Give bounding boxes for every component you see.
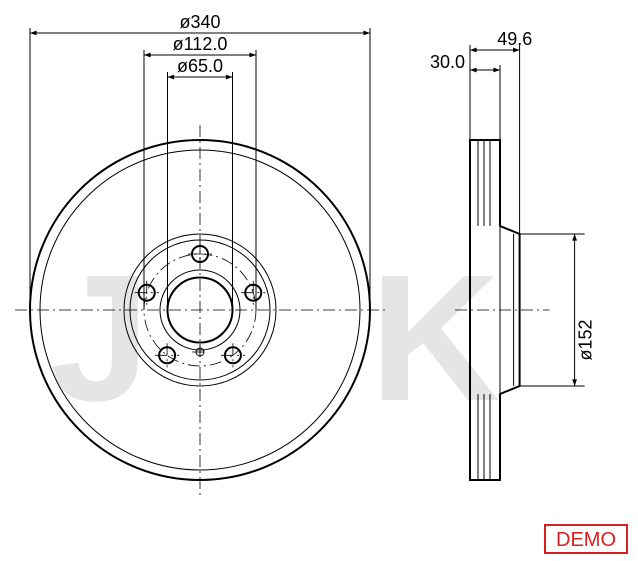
demo-label: DEMO: [556, 529, 616, 551]
dim-center-bore: ø65.0: [177, 56, 223, 76]
dim-outer-diameter: ø340: [179, 12, 220, 32]
dim-pcd: ø112.0: [173, 34, 228, 54]
dim-hat-height: ø152: [576, 319, 596, 360]
dim-disc-thickness: 30.0: [430, 52, 465, 72]
watermark: K: [370, 238, 500, 439]
watermark: J: [50, 238, 150, 439]
dim-overall-height: 49.6: [497, 29, 532, 49]
